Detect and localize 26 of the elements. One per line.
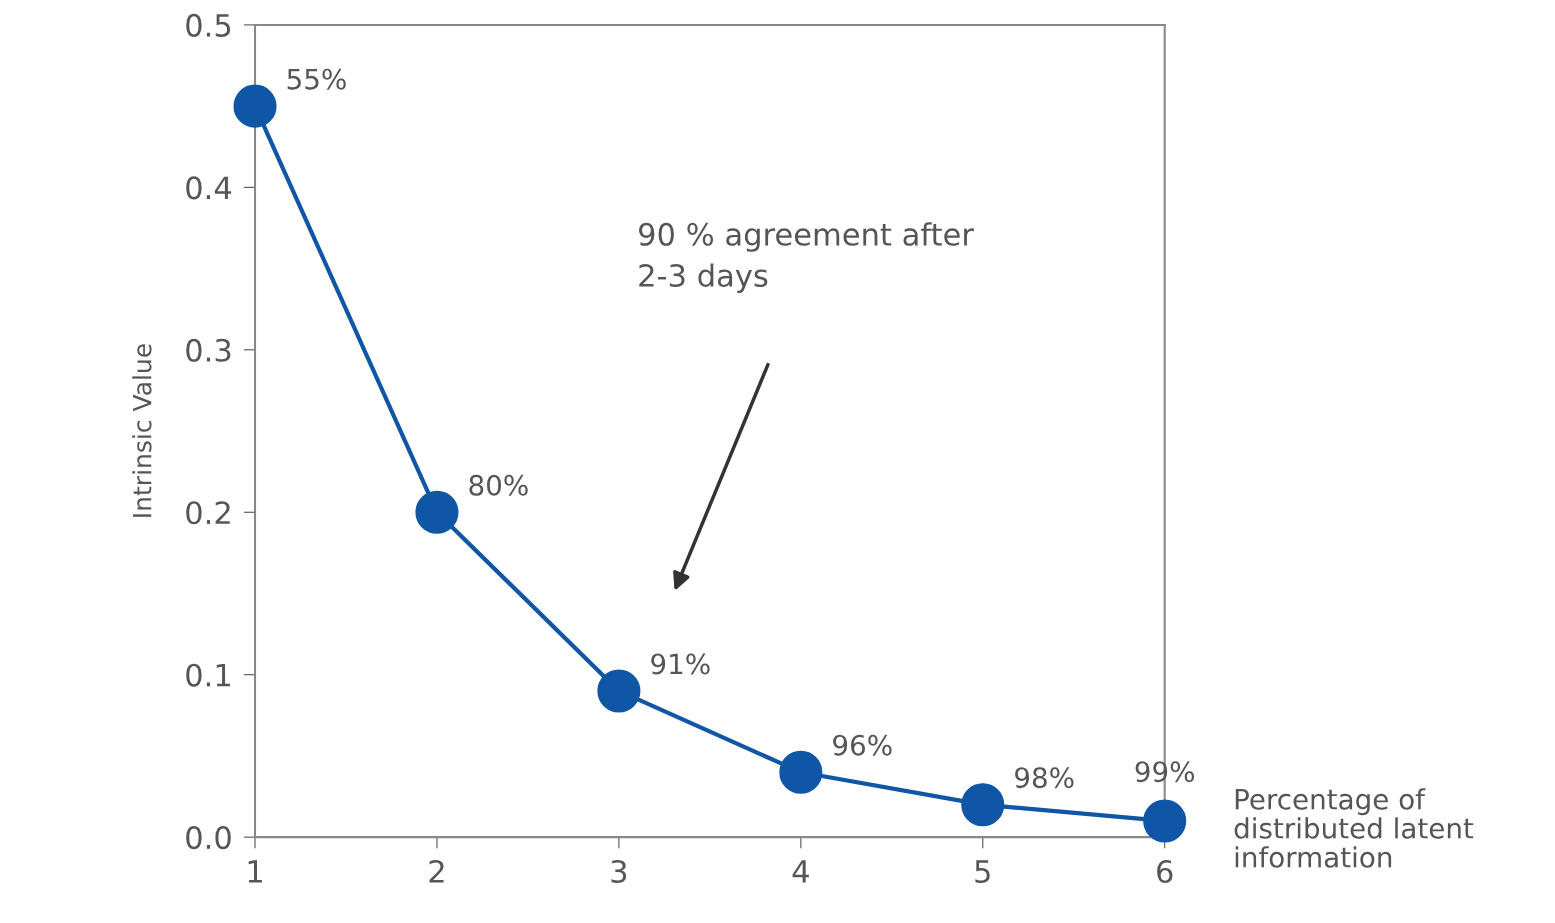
y-tick-label: 0.2 xyxy=(186,501,230,525)
x-tick-label: 6 xyxy=(1157,859,1173,884)
annotation: 55% xyxy=(287,68,346,90)
point xyxy=(415,490,459,534)
x-tick-label: 1 xyxy=(248,860,262,883)
x-tick-label: 3 xyxy=(611,859,627,884)
point xyxy=(233,84,277,128)
annotation: 98% xyxy=(1015,767,1074,789)
point xyxy=(779,750,823,794)
annotation: 90 % agreement after 2-3 days xyxy=(639,222,974,293)
y-axis-title: Intrinsic Value xyxy=(132,344,152,517)
annotation: 96% xyxy=(833,734,892,756)
point xyxy=(961,783,1005,827)
y-tick-label: 0.0 xyxy=(186,826,231,850)
x-tick-label: 2 xyxy=(429,859,444,883)
annotation: 80% xyxy=(469,474,528,496)
x-tick-label: 5 xyxy=(975,860,990,884)
annotation: 91% xyxy=(651,653,710,675)
y-tick-label: 0.4 xyxy=(186,176,232,200)
y-tick-label: 0.1 xyxy=(186,663,230,687)
point xyxy=(597,669,641,713)
y-tick-label: 0.5 xyxy=(186,13,231,37)
point xyxy=(1143,799,1187,843)
x-tick-label: 4 xyxy=(792,860,809,883)
x-axis-title: Percentage of distributed latent information xyxy=(1234,788,1474,868)
y-tick-label: 0.3 xyxy=(186,338,231,362)
